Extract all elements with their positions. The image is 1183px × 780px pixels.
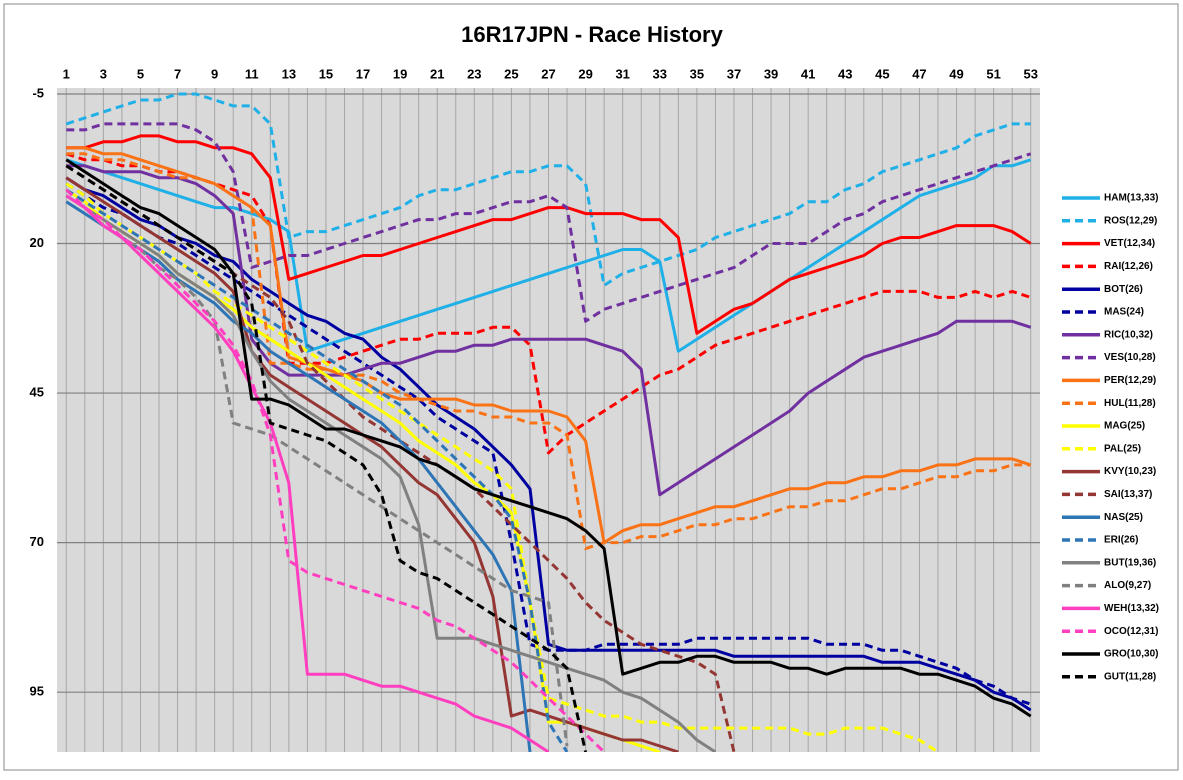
x-tick-label: 27 [541, 66, 555, 81]
x-tick-label: 45 [875, 66, 889, 81]
series-line [66, 152, 1031, 551]
x-tick-label: 23 [467, 66, 481, 81]
x-tick-label: 41 [801, 66, 815, 81]
legend-label: PAL(25) [1104, 443, 1141, 454]
series-line [65, 188, 569, 752]
series-line [65, 176, 1032, 712]
series-line [66, 146, 1032, 545]
legend: HAM(13,33) ROS(12,29) VET(12,34) RAI(12,26)… [1062, 193, 1159, 682]
x-tick-label: 43 [838, 66, 852, 81]
legend-label: KVY(10,23) [1104, 466, 1156, 477]
series-line [65, 92, 1031, 287]
legend-label: GUT(11,28) [1104, 671, 1156, 682]
legend-label: WEH(13,32) [1104, 603, 1159, 614]
y-tick-label: -5 [32, 85, 44, 100]
legend-label: HAM(13,33) [1104, 193, 1158, 204]
y-tick-label: 70 [30, 534, 44, 549]
x-tick-label: 1 [63, 66, 70, 81]
y-tick-label: 95 [30, 684, 44, 699]
legend-label: GRO(10,30) [1104, 649, 1158, 660]
legend-label: RIC(10,32) [1104, 329, 1153, 340]
x-tick-label: 37 [727, 66, 741, 81]
legend-label: MAG(25) [1104, 421, 1145, 432]
series-lines [65, 92, 1032, 752]
x-tick-label: 15 [319, 66, 333, 81]
x-tick-label: 3 [100, 66, 107, 81]
series-line [65, 158, 1032, 718]
x-tick-label: 5 [137, 66, 144, 81]
legend-label: BUT(19,36) [1104, 557, 1156, 568]
legend-label: VES(10,28) [1104, 352, 1156, 363]
x-tick-label: 53 [1023, 66, 1037, 81]
legend-label: RAI(12,26) [1104, 261, 1153, 272]
x-tick-label: 31 [615, 66, 629, 81]
legend-label: ERI(26) [1104, 535, 1138, 546]
x-tick-label: 49 [949, 66, 963, 81]
series-line [65, 152, 1032, 455]
x-tick-label: 51 [986, 66, 1000, 81]
series-line [66, 164, 1032, 497]
y-tick-label: 45 [30, 385, 44, 400]
legend-label: VET(12,34) [1104, 238, 1155, 249]
legend-label: PER(12,29) [1104, 375, 1156, 386]
x-tick-label: 17 [356, 66, 370, 81]
x-tick-label: 47 [912, 66, 926, 81]
series-line [65, 194, 550, 752]
legend-label: ALO(9,27) [1104, 580, 1151, 591]
x-tick-label: 25 [504, 66, 518, 81]
grid [57, 88, 1040, 752]
x-tick-label: 39 [764, 66, 778, 81]
legend-label: MAS(24) [1104, 307, 1144, 318]
x-tick-label: 13 [282, 66, 296, 81]
legend-label: ROS(12,29) [1104, 215, 1157, 226]
series-line [66, 134, 1032, 335]
legend-label: BOT(26) [1104, 284, 1143, 295]
y-tick-label: 20 [30, 235, 44, 250]
x-tick-label: 33 [653, 66, 667, 81]
x-tick-label: 29 [578, 66, 592, 81]
series-line [65, 182, 939, 752]
series-line [65, 176, 679, 752]
x-tick-label: 7 [174, 66, 181, 81]
series-line [66, 122, 1032, 323]
legend-label: SAI(13,37) [1104, 489, 1152, 500]
legend-label: NAS(25) [1104, 512, 1143, 523]
legend-label: HUL(11,28) [1104, 398, 1156, 409]
x-tick-label: 9 [211, 66, 218, 81]
x-tick-label: 21 [430, 66, 444, 81]
x-tick-label: 11 [245, 66, 259, 81]
chart-title: 16R17JPN - Race History [461, 22, 723, 47]
series-line [65, 194, 717, 752]
legend-label: OCO(12,31) [1104, 626, 1158, 637]
x-tick-label: 19 [393, 66, 407, 81]
series-line [65, 188, 606, 752]
x-tick-label: 35 [690, 66, 704, 81]
series-line [65, 164, 588, 752]
